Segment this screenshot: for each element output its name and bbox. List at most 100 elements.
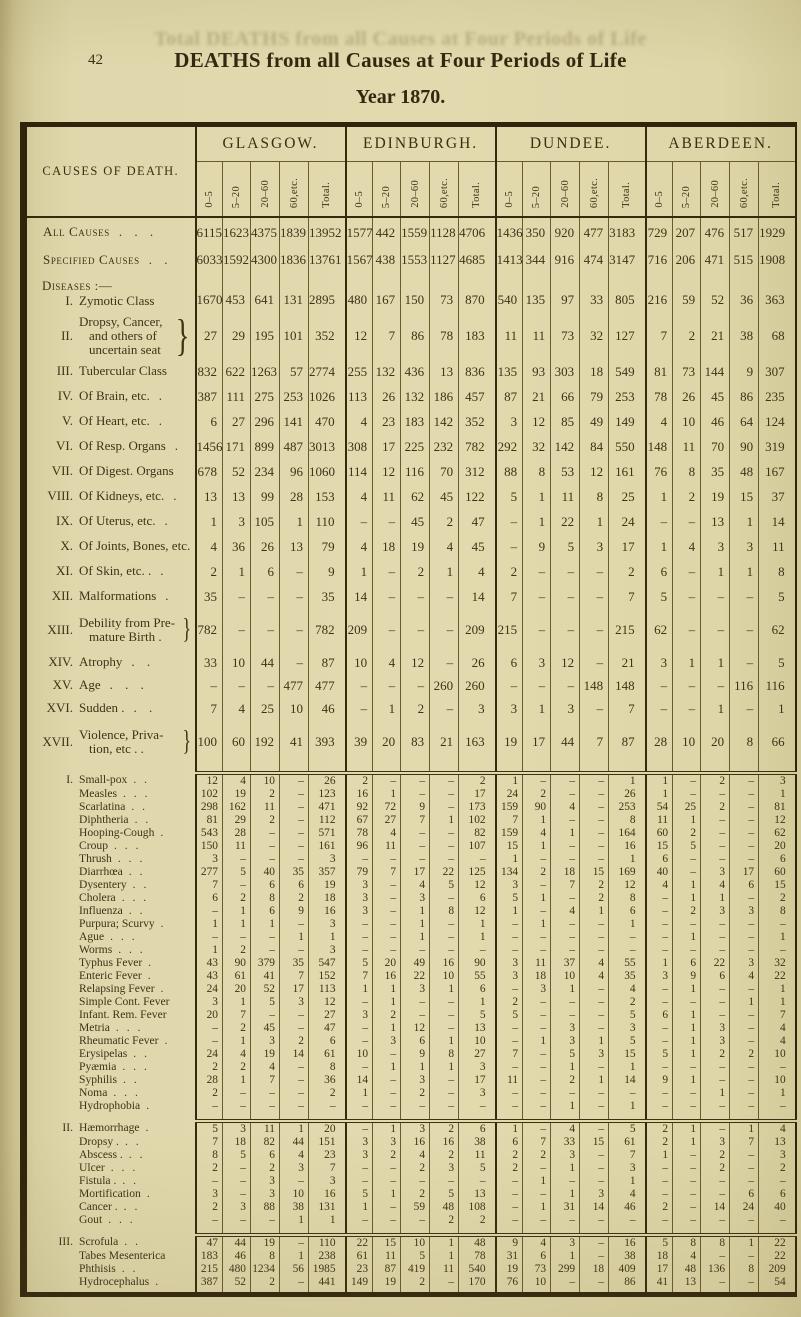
value-cell: 5	[458, 1008, 496, 1021]
value-cell: –	[672, 584, 701, 609]
value-cell: 207	[672, 217, 701, 247]
value-cell: 2	[672, 904, 701, 917]
value-cell: 8	[758, 904, 796, 917]
value-cell: –	[372, 1200, 401, 1213]
value-cell: 18	[550, 865, 580, 878]
value-cell: 1	[758, 995, 796, 1008]
value-cell: –	[429, 995, 459, 1008]
value-cell: –	[279, 559, 309, 584]
row-label: Relapsing Fever.	[24, 982, 196, 995]
value-cell: 7	[494, 813, 523, 826]
value-cell: –	[672, 995, 701, 1008]
value-cell: 260	[429, 674, 459, 697]
leader-dots: .	[174, 438, 179, 454]
value-cell: 1	[758, 930, 796, 943]
age-column-header: 5–20	[522, 161, 551, 218]
value-cell: 28	[644, 720, 673, 764]
value-cell: 84	[579, 434, 609, 459]
value-cell: 13	[700, 509, 730, 534]
value-cell: 1	[608, 1099, 646, 1112]
value-cell: 16	[307, 904, 346, 917]
row-label: Pyæmia . . .	[24, 1060, 196, 1073]
value-cell: 4	[579, 969, 609, 982]
value-cell: 1	[429, 559, 459, 584]
value-cell: 43	[194, 956, 223, 969]
value-cell: 3	[494, 409, 523, 434]
value-cell: –	[494, 1060, 523, 1073]
value-cell: 2	[400, 1275, 430, 1288]
value-cell: 1	[522, 839, 551, 852]
value-cell: –	[372, 1174, 401, 1187]
value-cell: 152	[307, 969, 346, 982]
value-cell: 4	[758, 1034, 796, 1047]
row-label-text: Cholera	[79, 890, 116, 904]
value-cell: –	[644, 1086, 673, 1099]
value-cell: 62	[758, 609, 796, 651]
value-cell: 21	[608, 651, 646, 674]
value-cell: 1127	[429, 247, 459, 273]
value-cell: 1	[700, 891, 730, 904]
value-cell: 142	[550, 434, 580, 459]
value-cell: 3	[222, 1121, 251, 1135]
leader-dots: .	[164, 1033, 168, 1047]
value-cell: 10	[279, 1187, 309, 1200]
row-label: XVII. Violence, Priva-tion, etc . .}	[24, 720, 196, 764]
value-cell: 4	[522, 1235, 551, 1249]
value-cell: 116	[758, 674, 796, 697]
value-cell: 344	[522, 247, 551, 273]
age-column-header: 5–20	[672, 161, 701, 218]
value-cell: 387	[194, 1275, 223, 1288]
value-cell: –	[372, 852, 401, 865]
age-column-label: 5–20	[381, 185, 393, 208]
value-cell: –	[279, 1086, 309, 1099]
row-label: II. Dropsy, Cancer, and others of uncertain…	[24, 313, 196, 359]
value-cell: 319	[758, 434, 796, 459]
value-cell: 782	[458, 434, 496, 459]
leader-dots: .	[148, 955, 152, 969]
row-label-text: Debility from Pre-mature Birth .	[79, 614, 176, 644]
value-cell: 1	[644, 534, 673, 559]
value-cell: 13	[194, 484, 223, 509]
value-cell: 22	[429, 865, 459, 878]
value-cell: 1	[729, 559, 759, 584]
value-cell: –	[758, 917, 796, 930]
value-cell: –	[550, 584, 580, 609]
value-cell: 10	[458, 1034, 496, 1047]
value-cell: 543	[194, 826, 223, 839]
value-cell: 97	[550, 273, 580, 313]
value-cell: 149	[608, 409, 646, 434]
value-cell: 2	[522, 787, 551, 800]
value-cell: 6	[608, 904, 646, 917]
value-cell: 1	[672, 1047, 701, 1060]
value-cell: –	[550, 839, 580, 852]
value-cell: –	[522, 878, 551, 891]
value-cell: –	[429, 1021, 459, 1034]
value-cell: 47	[194, 1235, 223, 1249]
value-cell: 2	[608, 559, 646, 584]
value-cell: 151	[307, 1135, 346, 1148]
row-label: I. Small-pox . .	[24, 773, 196, 787]
value-cell: 2	[344, 773, 373, 787]
value-cell: 8	[429, 904, 459, 917]
value-cell: 20	[194, 1008, 223, 1021]
age-column-label: 5–20	[231, 185, 242, 208]
value-cell: –	[372, 773, 401, 787]
value-cell: 14	[758, 509, 796, 534]
value-cell: 47	[458, 509, 496, 534]
value-cell: 1	[494, 904, 523, 917]
value-cell: 3	[250, 1034, 280, 1047]
value-cell: 12	[579, 459, 609, 484]
value-cell: 3	[522, 982, 551, 995]
value-cell: –	[344, 995, 373, 1008]
value-cell: 13	[758, 1135, 796, 1148]
value-cell: 116	[729, 674, 759, 697]
value-cell: 8	[429, 1047, 459, 1060]
value-cell: 13952	[307, 217, 346, 247]
table-row-rheumatic-fever: Rheumatic Fever. –1 3 2 6–3 6 1 10–1 3 1 5–1 3–4	[24, 1034, 796, 1047]
value-cell: –	[250, 943, 280, 956]
value-cell: –	[400, 943, 430, 956]
value-cell: 13	[429, 359, 459, 384]
row-numeral: I.	[66, 773, 73, 787]
value-cell: 70	[429, 459, 459, 484]
value-cell: –	[522, 995, 551, 1008]
